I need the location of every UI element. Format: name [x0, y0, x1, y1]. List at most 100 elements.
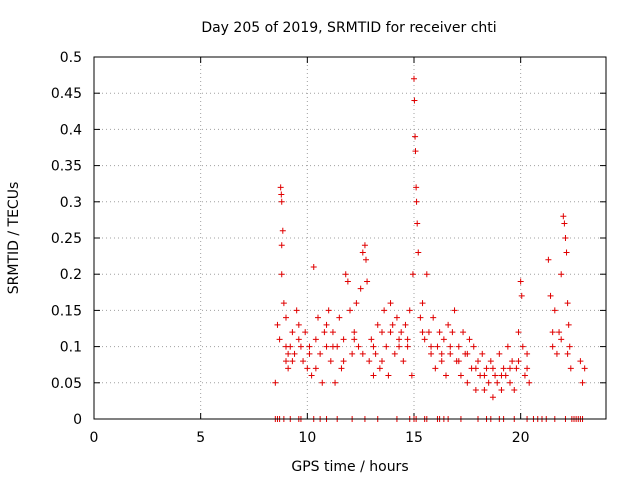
data-point — [310, 263, 317, 270]
data-point — [295, 336, 302, 343]
data-point — [291, 350, 298, 357]
data-point — [340, 336, 347, 343]
data-point — [409, 271, 416, 278]
data-point — [430, 314, 437, 321]
data-point — [332, 379, 339, 386]
data-point — [278, 191, 285, 198]
data-point — [472, 387, 479, 394]
y-tick-label: 0.25 — [51, 231, 82, 247]
data-point — [340, 358, 347, 365]
data-point — [411, 97, 418, 104]
data-point — [364, 278, 371, 285]
data-point — [366, 358, 373, 365]
data-point — [498, 387, 505, 394]
data-point — [347, 307, 353, 314]
data-point — [370, 343, 377, 350]
data-point — [419, 329, 426, 336]
y-tick-label: 0.45 — [51, 86, 82, 102]
x-tick-label: 20 — [512, 430, 530, 446]
data-point — [323, 321, 330, 328]
data-point — [428, 343, 435, 350]
data-point — [472, 365, 479, 372]
data-point — [526, 379, 533, 386]
y-tick-label: 0.15 — [51, 303, 82, 319]
data-point — [496, 350, 503, 357]
data-point — [413, 184, 420, 191]
data-point — [445, 321, 452, 328]
data-point — [315, 314, 321, 321]
data-point — [289, 329, 296, 336]
data-point — [556, 329, 563, 336]
data-point — [363, 256, 369, 263]
data-point — [387, 300, 394, 307]
data-point — [451, 307, 458, 314]
data-point — [368, 336, 375, 343]
data-point — [372, 350, 379, 357]
data-point — [355, 343, 362, 350]
y-tick-label: 0.35 — [51, 159, 82, 175]
y-tick-label: 0.1 — [60, 340, 82, 356]
data-point — [285, 350, 292, 357]
data-point — [581, 365, 588, 372]
data-point — [560, 213, 567, 220]
data-point — [351, 336, 358, 343]
y-tick-label: 0.3 — [60, 195, 82, 211]
data-point — [428, 350, 435, 357]
data-point — [475, 358, 481, 365]
data-point — [293, 307, 300, 314]
data-point — [308, 372, 315, 379]
data-point — [412, 148, 419, 155]
data-point — [464, 350, 471, 357]
data-point — [400, 358, 407, 365]
data-point — [564, 350, 571, 357]
data-point — [383, 343, 390, 350]
data-point — [466, 336, 473, 343]
data-point — [423, 271, 430, 278]
y-tick-label: 0.05 — [51, 376, 82, 392]
data-point — [521, 372, 528, 379]
data-point — [507, 365, 513, 372]
data-point — [455, 343, 462, 350]
data-point — [421, 336, 428, 343]
data-point — [338, 365, 345, 372]
data-point — [278, 271, 285, 278]
data-point — [359, 249, 366, 256]
data-point — [489, 394, 496, 401]
data-point — [434, 343, 441, 350]
x-tick-label: 15 — [405, 430, 423, 446]
data-point — [329, 343, 336, 350]
data-point — [278, 198, 285, 205]
y-tick-label: 0 — [73, 412, 82, 428]
data-point — [353, 300, 360, 307]
data-point — [479, 350, 486, 357]
data-point — [391, 350, 398, 357]
data-point — [344, 278, 351, 285]
data-point — [566, 343, 573, 350]
data-point — [404, 343, 411, 350]
data-point — [351, 329, 358, 336]
data-point — [336, 314, 343, 321]
data-point — [485, 379, 492, 386]
data-point — [319, 379, 326, 386]
data-point — [279, 227, 286, 234]
data-point — [276, 336, 283, 343]
data-point — [283, 358, 289, 365]
data-point — [398, 329, 405, 336]
data-point — [415, 249, 422, 256]
data-point — [515, 329, 522, 336]
data-point — [432, 365, 439, 372]
data-point — [406, 307, 413, 314]
data-point — [511, 387, 518, 394]
plot-frame — [93, 56, 607, 420]
data-point — [300, 358, 307, 365]
data-point — [349, 350, 356, 357]
data-point — [489, 365, 496, 372]
data-point — [274, 321, 281, 328]
data-point — [447, 350, 454, 357]
data-point — [498, 372, 505, 379]
x-tick-label: 0 — [90, 430, 99, 446]
data-point — [551, 307, 558, 314]
data-point — [359, 350, 366, 357]
grid-lines — [94, 57, 606, 419]
